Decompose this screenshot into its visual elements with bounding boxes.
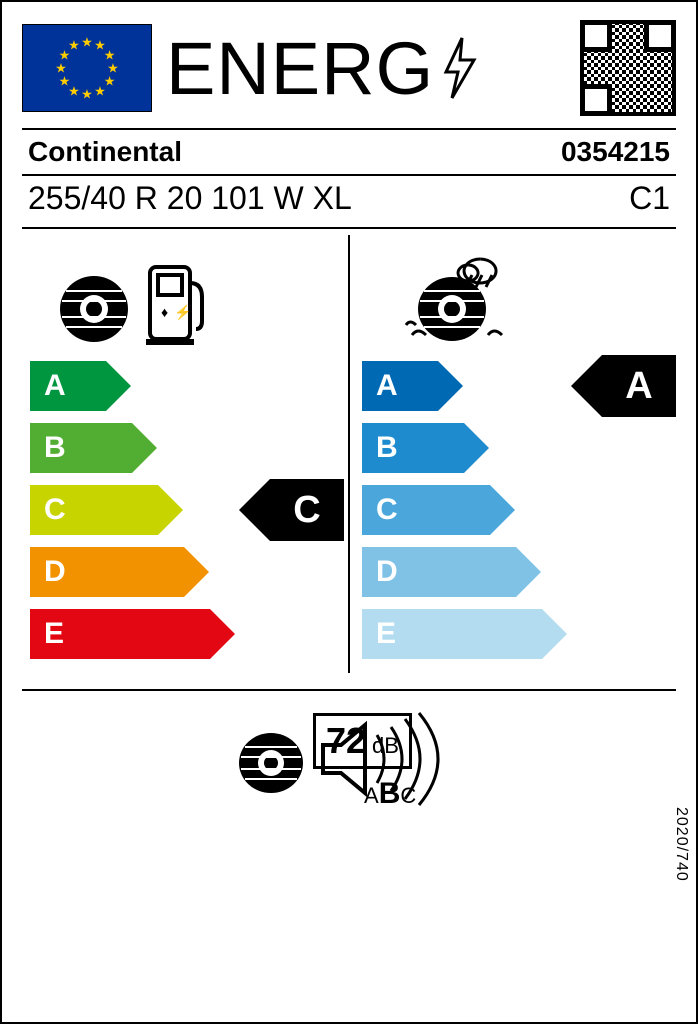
grade-letter: D <box>376 555 398 589</box>
tyre-icon <box>56 271 132 347</box>
tyre-class: C1 <box>629 180 670 217</box>
spec-row: 255/40 R 20 101 W XL C1 <box>2 176 696 227</box>
grade-bar-b: B <box>30 423 336 473</box>
header: ★★★★★★★★★★★★ ENERG <box>2 2 696 128</box>
regulation-number: 2020/740 <box>672 807 690 882</box>
grade-letter: A <box>376 369 398 403</box>
wet-icon-row <box>362 237 668 347</box>
qr-code-icon[interactable] <box>580 20 676 116</box>
svg-text:♦: ♦ <box>161 304 168 320</box>
brand-row: Continental 0354215 <box>2 130 696 174</box>
grade-bar-b: B <box>362 423 668 473</box>
fuel-rating-indicator: C <box>270 479 344 541</box>
noise-unit: dB <box>372 733 399 759</box>
energy-title: ENERG <box>166 26 566 111</box>
grade-letter: C <box>44 493 66 527</box>
grade-letter: C <box>376 493 398 527</box>
noise-db-box: 72 dB <box>313 713 412 769</box>
noise-classes: ABC <box>364 777 416 811</box>
noise-class-c: C <box>400 783 416 808</box>
fuel-icon-row: ♦ ⚡ <box>30 237 336 347</box>
noise-box: 72 dB <box>233 711 465 807</box>
noise-value: 72 <box>326 720 366 762</box>
wet-rating-indicator: A <box>602 355 676 417</box>
eu-flag-icon: ★★★★★★★★★★★★ <box>22 24 152 112</box>
grade-bar-d: D <box>30 547 336 597</box>
tyre-rain-icon <box>402 247 512 347</box>
grade-bar-a: A <box>30 361 336 411</box>
article-number: 0354215 <box>561 136 670 168</box>
grade-letter: A <box>44 369 66 403</box>
noise-section: 72 dB ABC <box>22 689 676 807</box>
grade-bar-c: C <box>362 485 668 535</box>
grade-letter: B <box>44 431 66 465</box>
grade-bar-d: D <box>362 547 668 597</box>
grade-bar-e: E <box>362 609 668 659</box>
eu-tyre-label: ★★★★★★★★★★★★ ENERG Continental 0354215 2… <box>0 0 698 1024</box>
energy-text: ENERG <box>166 26 434 111</box>
lightning-icon <box>440 36 480 100</box>
tyre-size: 255/40 R 20 101 W XL <box>28 180 352 217</box>
wet-grip-panel: ABCDE A <box>350 229 680 679</box>
grade-bar-e: E <box>30 609 336 659</box>
fuel-efficiency-panel: ♦ ⚡ ABCDE C <box>18 229 348 679</box>
rating-panels: ♦ ⚡ ABCDE C <box>2 229 696 679</box>
noise-class-a: A <box>364 783 379 808</box>
grade-letter: B <box>376 431 398 465</box>
grade-letter: D <box>44 555 66 589</box>
fuel-pump-icon: ♦ ⚡ <box>146 259 208 347</box>
grade-letter: E <box>44 617 64 651</box>
tyre-icon <box>233 721 309 797</box>
svg-text:⚡: ⚡ <box>174 304 191 321</box>
noise-class-b: B <box>379 777 401 810</box>
grade-letter: E <box>376 617 396 651</box>
brand-name: Continental <box>28 136 182 168</box>
